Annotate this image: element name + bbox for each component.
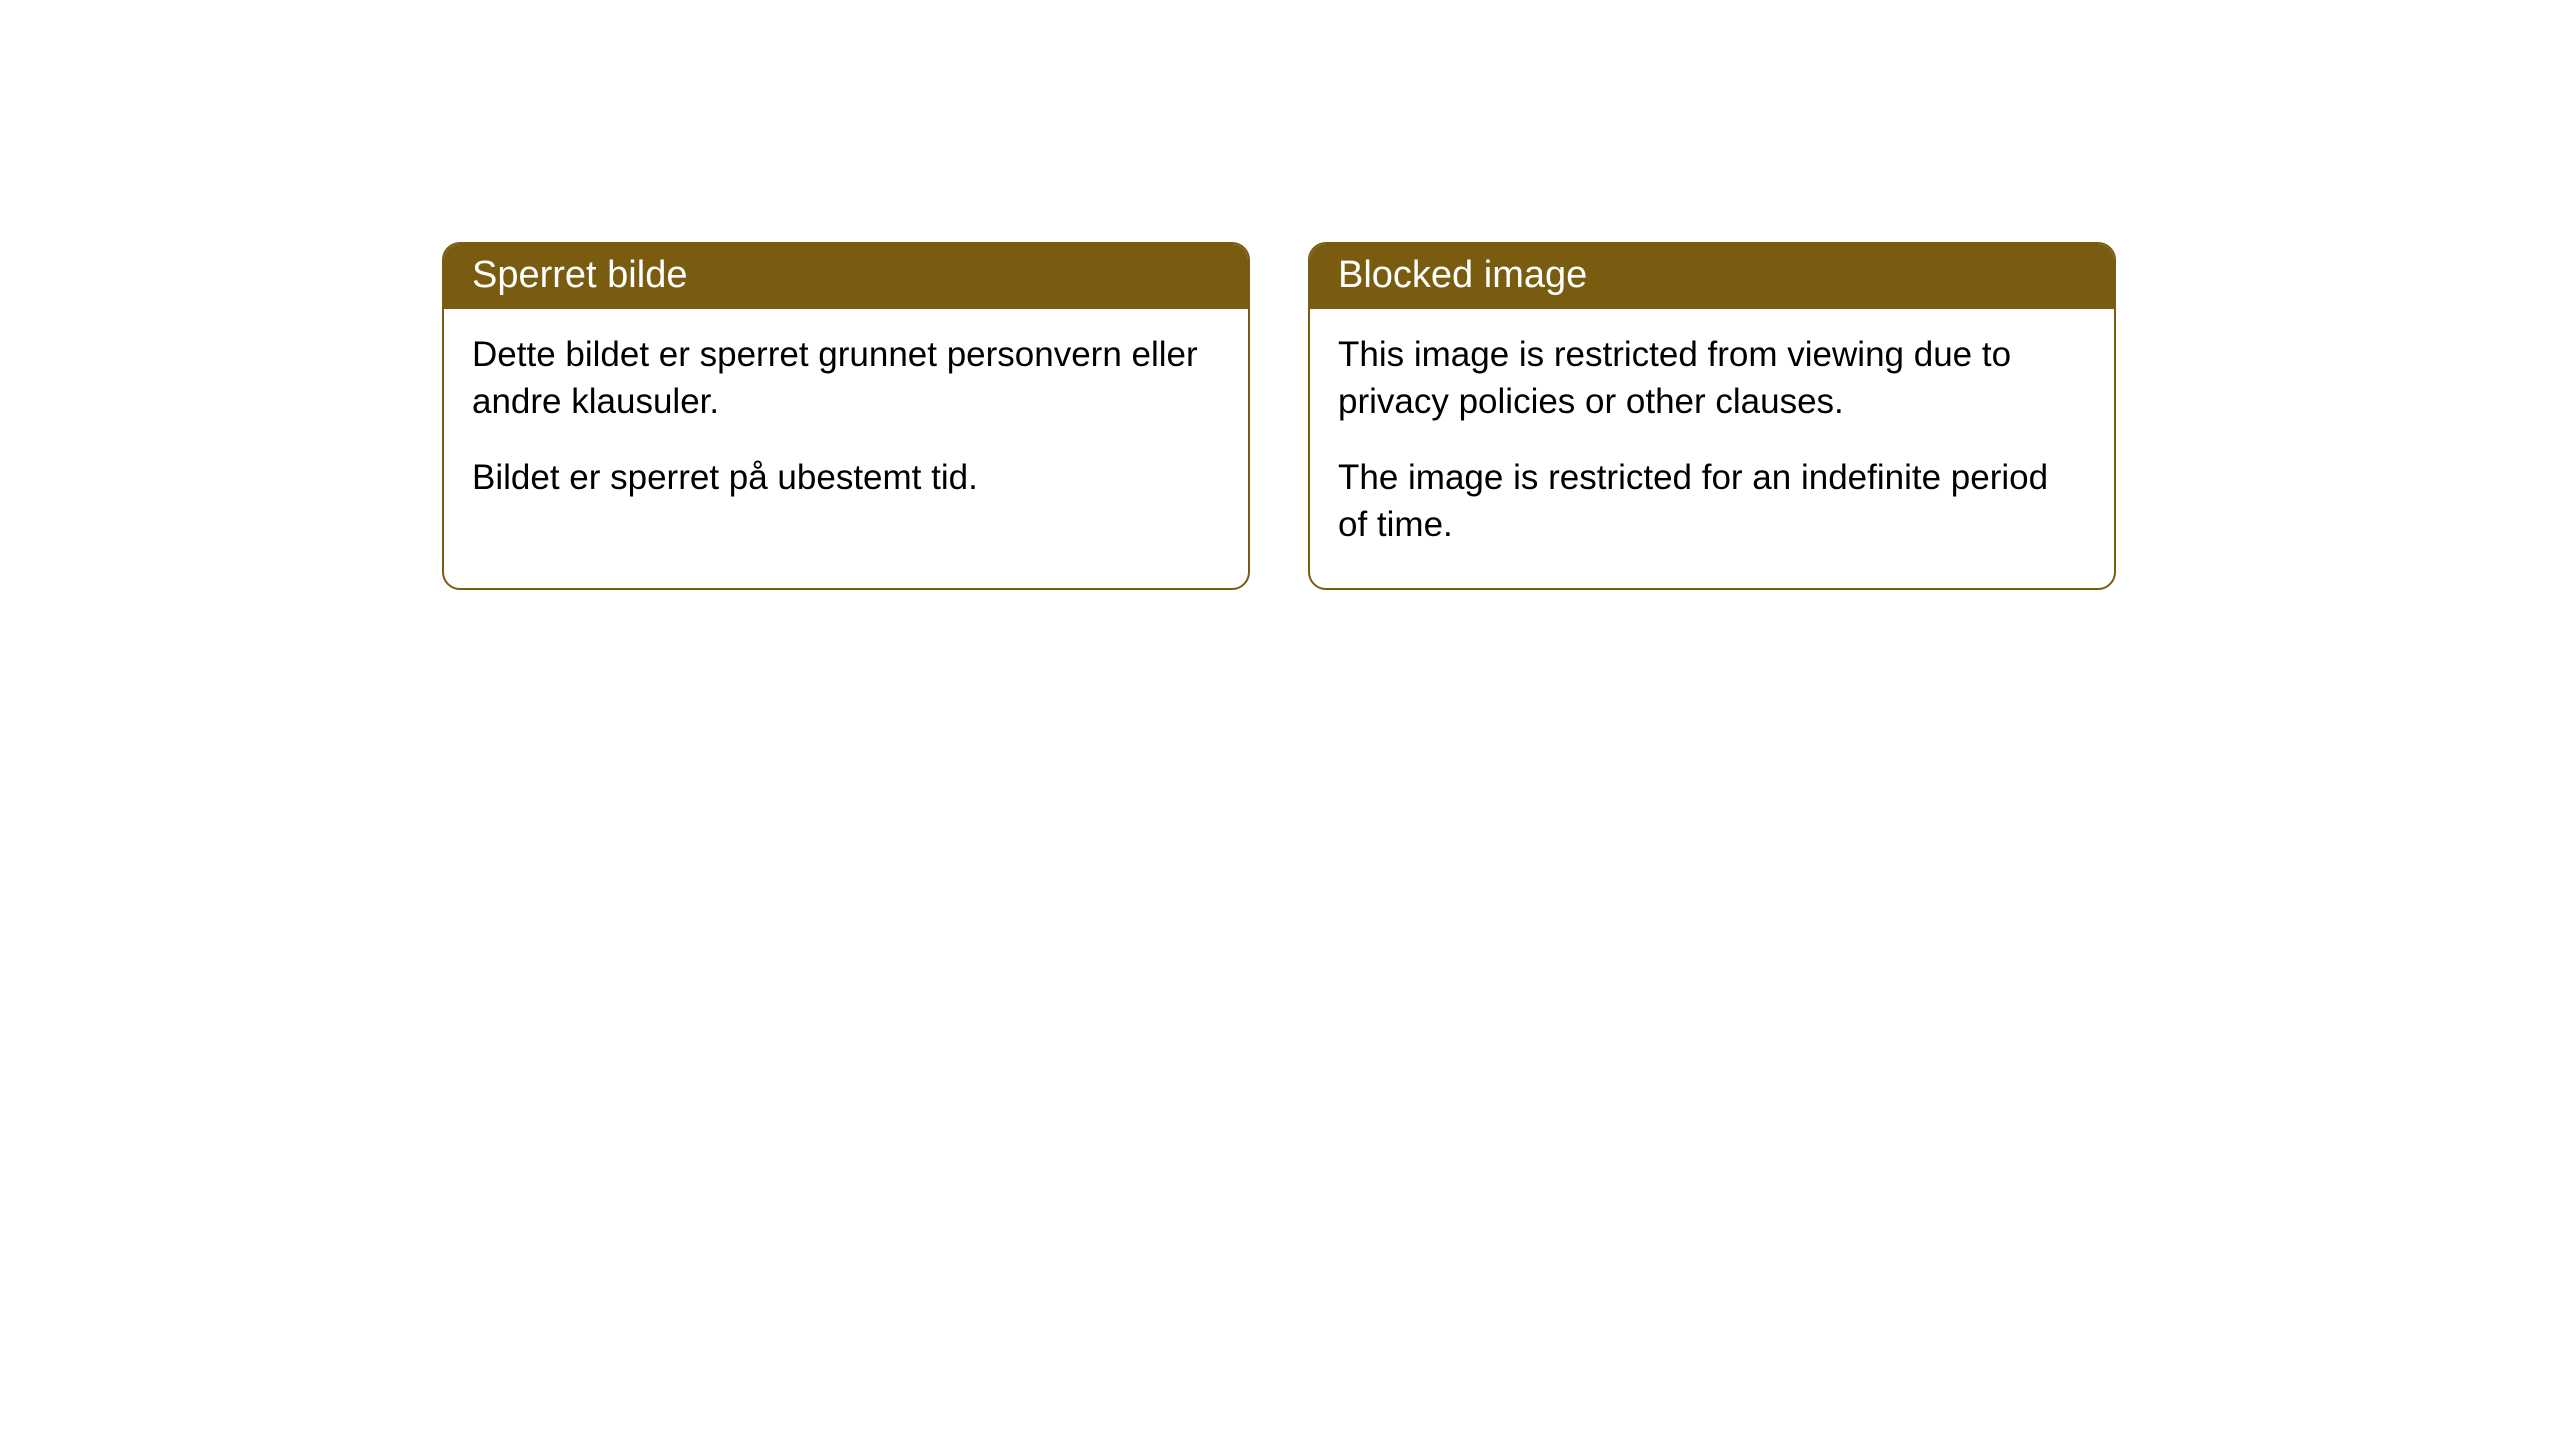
- card-title: Sperret bilde: [472, 254, 687, 296]
- card-body: This image is restricted from viewing du…: [1310, 309, 2114, 588]
- card-paragraph-2: Bildet er sperret på ubestemt tid.: [472, 454, 1220, 501]
- card-paragraph-1: Dette bildet er sperret grunnet personve…: [472, 331, 1220, 426]
- card-header: Sperret bilde: [444, 244, 1248, 309]
- blocked-image-card-en: Blocked image This image is restricted f…: [1308, 242, 2116, 590]
- card-paragraph-1: This image is restricted from viewing du…: [1338, 331, 2086, 426]
- card-title: Blocked image: [1338, 254, 1587, 296]
- card-header: Blocked image: [1310, 244, 2114, 309]
- card-paragraph-2: The image is restricted for an indefinit…: [1338, 454, 2086, 549]
- card-body: Dette bildet er sperret grunnet personve…: [444, 309, 1248, 541]
- cards-container: Sperret bilde Dette bildet er sperret gr…: [442, 242, 2116, 590]
- blocked-image-card-no: Sperret bilde Dette bildet er sperret gr…: [442, 242, 1250, 590]
